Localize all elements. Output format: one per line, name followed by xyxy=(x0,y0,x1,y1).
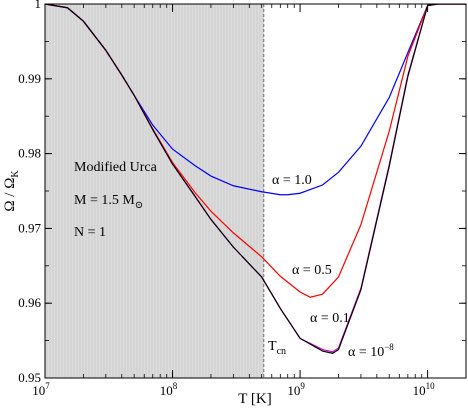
t-cn-label: Tcn xyxy=(268,339,286,357)
x-tick-label-0: 107 xyxy=(32,381,50,398)
annotation-n: N = 1 xyxy=(74,225,106,240)
y-axis-title: Ω / ΩK xyxy=(2,170,21,212)
y-tick-label-1: 0.96 xyxy=(18,295,41,310)
shaded-region xyxy=(45,4,264,378)
axis-ticks xyxy=(44,3,467,379)
series-label-alpha-0-5: α = 0.5 xyxy=(292,263,332,278)
x-tick-label-2: 109 xyxy=(287,381,305,398)
series-label-alpha-1: α = 1.0 xyxy=(272,173,312,188)
solar-mass-symbol: ⊙ xyxy=(135,200,143,211)
y-tick-label-3: 0.98 xyxy=(18,146,41,161)
series-line-3 xyxy=(45,4,466,354)
shaded-region-hatching xyxy=(46,4,264,378)
series-label-alpha-0-1: α = 0.1 xyxy=(310,311,350,326)
series-label-alpha-1e-8: α = 10−8 xyxy=(348,342,394,360)
y-tick-label-4: 0.99 xyxy=(18,71,41,86)
y-tick-label-0: 0.95 xyxy=(18,370,41,385)
annotation-mass: M = 1.5 M⊙ xyxy=(74,193,143,211)
y-tick-label-2: 0.97 xyxy=(18,220,41,235)
x-tick-label-1: 108 xyxy=(160,381,178,398)
axis-tick-labels: 0.95 0.96 0.97 0.98 0.99 1 107 108 109 1010 xyxy=(18,0,435,398)
y-tick-label-5: 1 xyxy=(35,0,42,11)
x-tick-label-3: 1010 xyxy=(413,381,436,398)
series-group xyxy=(45,4,466,354)
annotation-process: Modified Urca xyxy=(74,160,158,175)
x-axis-title: T [K] xyxy=(238,391,271,407)
